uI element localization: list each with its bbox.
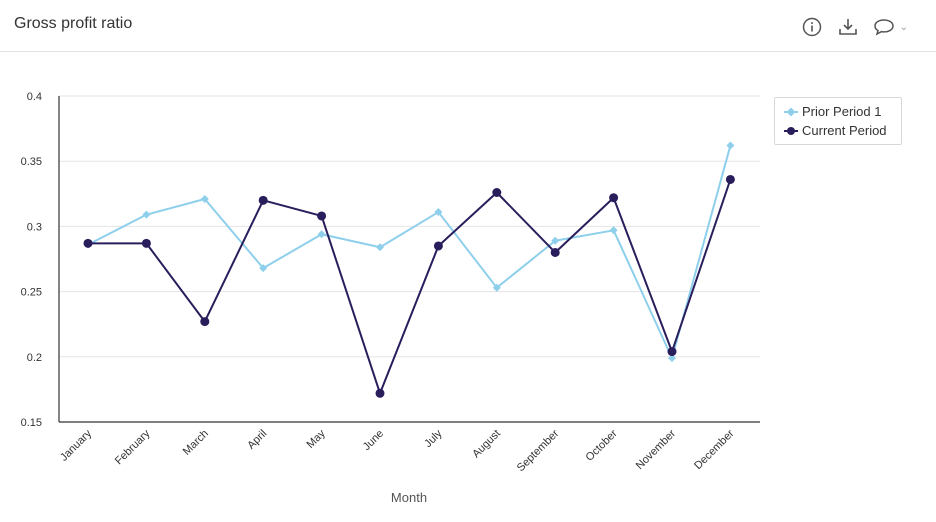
data-point-current <box>83 238 93 248</box>
x-tick-label: October <box>584 427 620 463</box>
y-tick-label: 0.4 <box>27 91 42 103</box>
chart-title: Gross profit ratio <box>14 15 133 32</box>
download-button[interactable] <box>836 16 860 38</box>
legend-swatch-prior <box>784 106 798 117</box>
data-point-current <box>375 388 385 398</box>
legend-label-prior: Prior Period 1 <box>802 104 882 119</box>
x-tick-label: February <box>113 427 153 467</box>
chart-header: Gross profit ratio ⌄ <box>0 0 936 52</box>
y-tick-label: 0.2 <box>27 352 42 364</box>
legend-item-current[interactable]: Current Period <box>784 121 901 140</box>
comment-button[interactable] <box>872 16 896 38</box>
line-chart: 0.4 0.35 0.3 0.25 0.2 0.15 January February Marc… <box>21 91 760 505</box>
x-tick-label: January <box>58 427 95 464</box>
data-point-current <box>667 347 677 357</box>
data-point-current <box>141 238 151 248</box>
x-tick-label: November <box>634 427 679 472</box>
data-point-prior <box>668 354 676 363</box>
data-point-prior <box>434 208 443 217</box>
comment-icon <box>873 19 894 36</box>
data-point-current <box>725 174 735 184</box>
x-tick-label: August <box>470 428 503 461</box>
x-tick-label: December <box>692 427 737 472</box>
chart-toolbar: ⌄ <box>800 16 908 38</box>
x-tick-label: September <box>515 427 562 474</box>
data-point-current <box>609 193 619 203</box>
x-axis-title: Month <box>391 490 427 505</box>
data-point-current <box>200 317 210 327</box>
legend-label-current: Current Period <box>802 123 887 138</box>
legend-item-prior[interactable]: Prior Period 1 <box>784 102 901 121</box>
y-tick-label: 0.3 <box>27 221 42 233</box>
info-icon <box>802 17 821 37</box>
data-point-prior <box>142 210 151 219</box>
data-point-prior <box>551 236 560 245</box>
x-tick-label: June <box>361 428 386 453</box>
data-point-current <box>492 187 502 197</box>
data-point-current <box>317 211 327 221</box>
chart-legend: Prior Period 1 Current Period <box>774 97 902 145</box>
data-point-prior <box>492 283 501 292</box>
data-point-prior <box>259 264 268 273</box>
data-point-prior <box>609 226 618 235</box>
data-point-prior <box>200 195 209 204</box>
download-icon <box>838 19 857 35</box>
data-point-current <box>258 195 268 205</box>
x-tick-label: April <box>245 428 269 452</box>
series-line-prior <box>87 145 732 360</box>
y-tick-label: 0.35 <box>21 156 42 168</box>
info-button[interactable] <box>800 16 824 38</box>
data-point-current <box>433 241 443 251</box>
data-point-prior <box>376 243 384 252</box>
data-point-prior <box>726 141 735 150</box>
y-tick-label: 0.15 <box>21 417 42 429</box>
legend-swatch-current <box>784 126 798 136</box>
data-point-prior <box>317 230 326 239</box>
data-point-current <box>550 247 560 257</box>
chevron-down-icon[interactable]: ⌄ <box>899 21 908 33</box>
series-line-current <box>88 179 732 395</box>
y-tick-label: 0.25 <box>21 287 42 299</box>
x-tick-label: May <box>305 427 329 451</box>
x-tick-label: July <box>422 427 445 450</box>
x-tick-label: March <box>181 428 211 458</box>
